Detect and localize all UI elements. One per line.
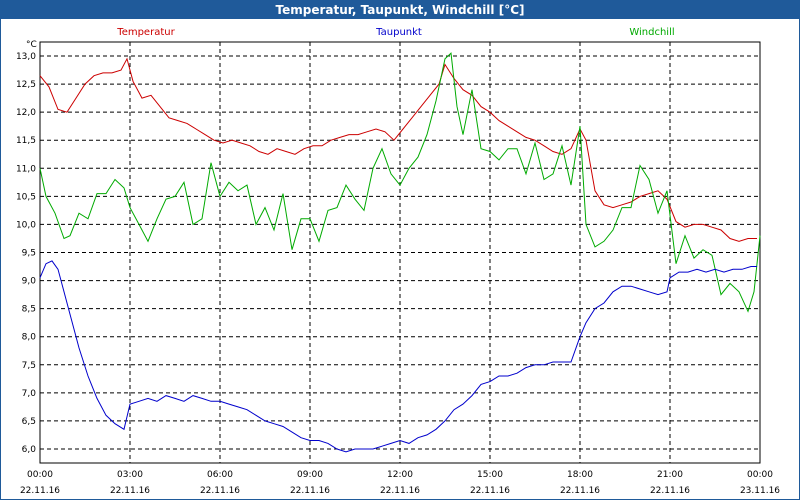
x-tick-date: 22.11.16	[650, 486, 690, 496]
y-tick-label: 11,0	[16, 164, 36, 174]
legend-taupunkt: Taupunkt	[375, 27, 422, 38]
y-tick-label: 12,5	[16, 80, 36, 90]
y-tick-label: 10,0	[16, 220, 36, 230]
grid	[40, 42, 760, 463]
legend-windchill: Windchill	[629, 27, 674, 38]
x-tick-date: 22.11.16	[200, 486, 240, 496]
legend: Temperatur Taupunkt Windchill	[116, 27, 674, 38]
y-tick-label: 6,0	[22, 445, 37, 455]
x-tick-time: 15:00	[477, 470, 503, 480]
x-tick-date: 22.11.16	[380, 486, 420, 496]
series-line-windchill	[39, 52, 761, 313]
x-tick-time: 21:00	[657, 470, 683, 480]
x-tick-time: 00:00	[747, 470, 773, 480]
x-tick-time: 09:00	[297, 470, 323, 480]
chart-canvas: 6,0 6,5 7,0 7,5 8,0 8,5 9,0 9,5 10,0 10,5 11,0 11,5…	[16, 27, 780, 496]
y-axis-unit: °C	[26, 40, 37, 50]
y-tick-label: 10,5	[16, 192, 36, 202]
y-tick-label: 8,0	[22, 333, 37, 343]
y-tick-label: 9,5	[22, 249, 36, 259]
y-tick-label: 7,0	[22, 389, 37, 399]
x-tick-time: 18:00	[567, 470, 593, 480]
y-tick-label: 11,5	[16, 136, 36, 146]
y-tick-label: 6,5	[22, 417, 36, 427]
window-title: Temperatur, Taupunkt, Windchill [°C]	[1, 1, 799, 19]
x-tick-time: 12:00	[387, 470, 413, 480]
x-tick-date: 22.11.16	[20, 486, 60, 496]
x-tick-time: 00:00	[27, 470, 53, 480]
y-tick-label: 9,0	[22, 277, 37, 287]
legend-temperatur: Temperatur	[116, 27, 175, 38]
x-tick-date: 22.11.16	[110, 486, 150, 496]
x-tick-date: 22.11.16	[560, 486, 600, 496]
series	[39, 52, 761, 453]
series-line-temperatur	[39, 57, 757, 242]
x-tick-date: 23.11.16	[740, 486, 780, 496]
x-tick-time: 03:00	[117, 470, 143, 480]
x-axis-ticks: 00:00 22.11.16 03:00 22.11.16 06:00 22.11.16 0…	[20, 470, 780, 496]
x-tick-date: 22.11.16	[470, 486, 510, 496]
series-line-taupunkt	[39, 260, 757, 453]
y-tick-label: 13,0	[16, 52, 36, 62]
y-tick-label: 7,5	[22, 361, 36, 371]
y-axis-ticks: 6,0 6,5 7,0 7,5 8,0 8,5 9,0 9,5 10,0 10,5 11,0 11,5…	[16, 52, 36, 455]
y-tick-label: 8,5	[22, 305, 36, 315]
plot-area-frame	[39, 41, 761, 464]
x-tick-time: 06:00	[207, 470, 233, 480]
x-tick-date: 22.11.16	[290, 486, 330, 496]
y-tick-label: 12,0	[16, 108, 36, 118]
